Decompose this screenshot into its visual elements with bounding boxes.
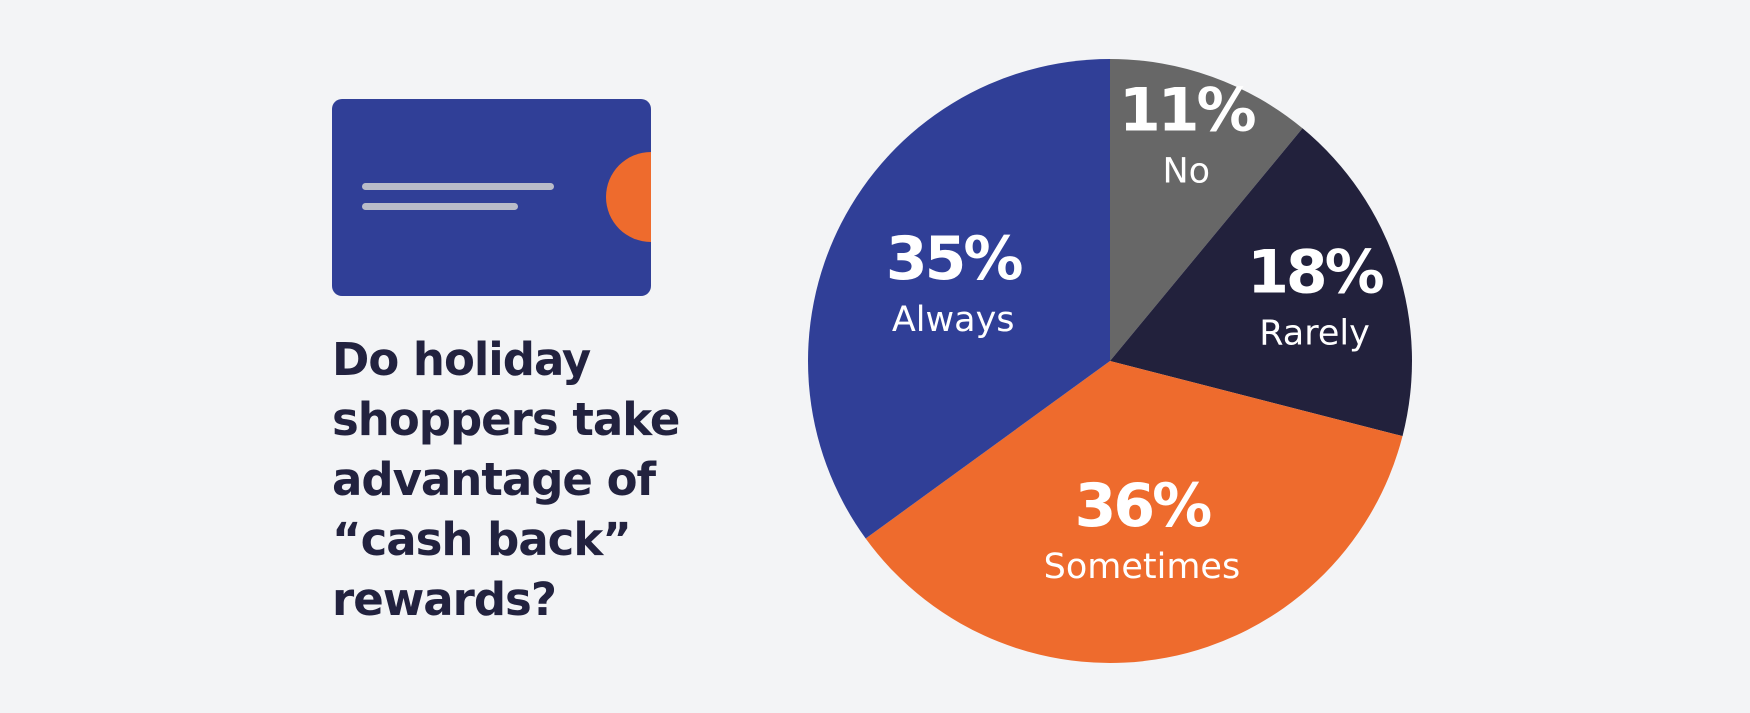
pie-slice-no: [1110, 59, 1303, 361]
pie-labels: 11% No 18% Rarely 36% Sometimes 35% Always: [886, 75, 1387, 587]
pie-slice-rarely: [1110, 128, 1412, 437]
pie-slice-sometimes: [865, 361, 1403, 663]
card-line-icon: [362, 203, 518, 210]
slice-label-rarely: Rarely: [1259, 314, 1370, 354]
credit-card-icon: [332, 99, 651, 296]
slice-percent-rarely: 18%: [1247, 238, 1383, 308]
pie-slice-always: [808, 59, 1110, 539]
card-line-icon: [362, 183, 554, 190]
chart-question-title: Do holiday shoppers take advantage of “c…: [332, 333, 680, 626]
pie-slices: [808, 59, 1412, 663]
slice-label-always: Always: [892, 300, 1015, 340]
slice-label-sometimes: Sometimes: [1044, 547, 1241, 587]
slice-label-no: No: [1162, 151, 1210, 191]
slice-percent-no: 11%: [1119, 75, 1255, 145]
slice-percent-sometimes: 36%: [1075, 471, 1211, 541]
slice-percent-always: 35%: [886, 224, 1022, 294]
